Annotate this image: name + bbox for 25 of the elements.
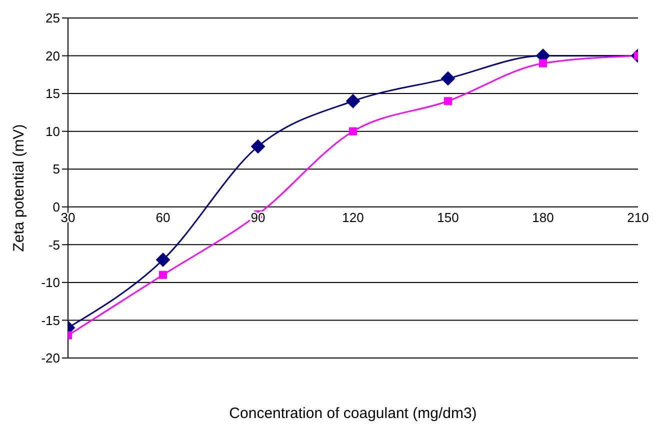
y-tick-label: 10 [46,124,60,139]
y-tick-label: -20 [41,350,60,366]
x-tick-label: 60 [156,210,170,225]
point [251,139,265,154]
y-tick-label: 5 [52,162,60,177]
x-tick-label: 150 [437,210,459,225]
x-axis-title: Concentration of coagulant (mg/dm3) [229,405,477,422]
y-tick-label: 20 [46,48,60,64]
x-tick-label: 120 [342,210,364,225]
y-tick-label: -5 [48,237,60,252]
y-tick-label: 15 [46,86,60,102]
x-tick-label: 210 [627,210,649,225]
point [349,127,357,136]
point [159,270,167,279]
point [444,97,452,106]
point [346,94,360,108]
point [441,71,455,86]
y-axis-title: Zeta potential (mV) [10,124,28,252]
point [539,59,547,68]
point [156,252,170,267]
y-tick-label: -15 [41,312,60,328]
y-tick-label: 0 [52,200,60,215]
y-tick-label: -10 [41,275,60,290]
x-tick-label: 180 [532,210,554,225]
y-tick-label: 25 [46,10,60,26]
